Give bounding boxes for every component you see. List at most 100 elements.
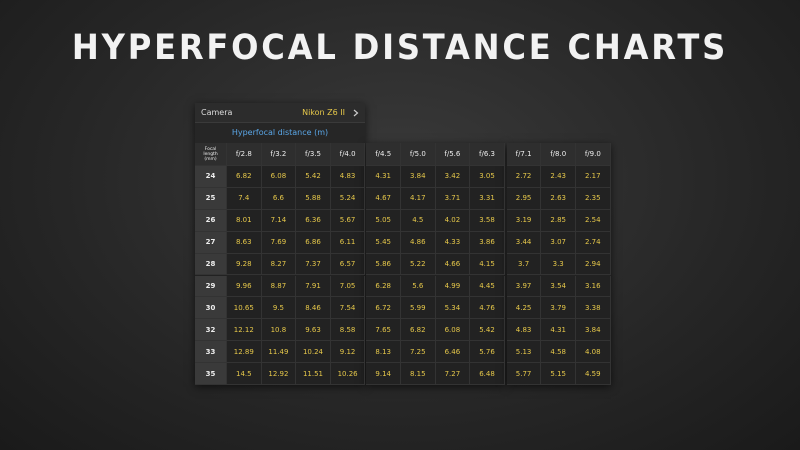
column-header: f/7.1 <box>506 143 542 166</box>
distance-cell: 4.83 <box>330 166 366 188</box>
focal-length: 30 <box>195 297 227 320</box>
camera-row[interactable]: Camera Nikon Z6 II <box>195 103 365 123</box>
distance-cell: 2.17 <box>576 166 611 188</box>
distance-cell: 4.58 <box>541 341 576 364</box>
distance-cell: 3.05 <box>470 166 505 188</box>
distance-cell: 7.14 <box>261 209 297 232</box>
distance-cell: 7.37 <box>296 253 331 276</box>
distance-cell: 5.86 <box>366 253 401 276</box>
distance-cell: 2.95 <box>506 187 542 210</box>
distance-cell: 3.71 <box>435 187 471 210</box>
distance-cell: 6.11 <box>330 231 366 254</box>
distance-cell: 8.27 <box>261 253 297 276</box>
distance-cell: 4.83 <box>506 319 542 342</box>
distance-cell: 3.42 <box>435 166 471 188</box>
distance-cell: 2.74 <box>576 231 611 254</box>
focal-length: 25 <box>195 187 227 210</box>
distance-cell: 4.59 <box>576 363 611 385</box>
column-header: f/6.3 <box>470 143 505 166</box>
focal-length: 24 <box>195 166 227 188</box>
distance-cell: 3.38 <box>576 297 611 320</box>
distance-cell: 7.54 <box>330 297 366 320</box>
distance-cell: 4.86 <box>401 231 436 254</box>
row-header: Focal length (mm) <box>195 143 227 166</box>
distance-cell: 12.12 <box>227 319 262 342</box>
distance-cell: 2.54 <box>576 209 611 232</box>
distance-cell: 5.88 <box>296 187 331 210</box>
distance-cell: 11.51 <box>296 363 331 385</box>
focal-length: 35 <box>195 363 227 385</box>
distance-cell: 9.14 <box>366 363 401 385</box>
distance-cell: 3.07 <box>541 231 576 254</box>
distance-cell: 5.15 <box>541 363 576 385</box>
chevron-icon <box>353 109 359 117</box>
distance-cell: 5.34 <box>435 297 471 320</box>
distance-cell: 6.46 <box>435 341 471 364</box>
distance-cell: 8.15 <box>401 363 436 385</box>
focal-length: 27 <box>195 231 227 254</box>
distance-cell: 5.42 <box>296 166 331 188</box>
distance-cell: 6.6 <box>261 187 297 210</box>
distance-cell: 9.63 <box>296 319 331 342</box>
distance-cell: 8.46 <box>296 297 331 320</box>
distance-cell: 3.16 <box>576 275 611 298</box>
focal-length: 32 <box>195 319 227 342</box>
distance-cell: 5.67 <box>330 209 366 232</box>
subtitle: Hyperfocal distance (m) <box>195 123 365 143</box>
distance-cell: 4.08 <box>576 341 611 364</box>
distance-cell: 4.76 <box>470 297 505 320</box>
column-header: f/5.0 <box>401 143 436 166</box>
distance-cell: 12.92 <box>261 363 297 385</box>
distance-cell: 8.01 <box>227 209 262 232</box>
distance-cell: 11.49 <box>261 341 297 364</box>
distance-cell: 7.05 <box>330 275 366 298</box>
distance-cell: 4.66 <box>435 253 471 276</box>
distance-cell: 6.48 <box>470 363 505 385</box>
column-header: f/4.5 <box>366 143 401 166</box>
distance-cell: 3.19 <box>506 209 542 232</box>
distance-cell: 7.91 <box>296 275 331 298</box>
column-header: f/2.8 <box>227 143 262 166</box>
distance-cell: 6.57 <box>330 253 366 276</box>
distance-cell: 8.58 <box>330 319 366 342</box>
distance-cell: 14.5 <box>227 363 262 385</box>
distance-cell: 10.26 <box>330 363 366 385</box>
distance-cell: 5.6 <box>401 275 436 298</box>
distance-cell: 12.89 <box>227 341 262 364</box>
distance-cell: 5.24 <box>330 187 366 210</box>
distance-cell: 2.85 <box>541 209 576 232</box>
distance-cell: 8.13 <box>366 341 401 364</box>
distance-cell: 4.31 <box>366 166 401 188</box>
column-header: f/3.2 <box>261 143 297 166</box>
distance-cell: 9.12 <box>330 341 366 364</box>
distance-cell: 4.5 <box>401 209 436 232</box>
distance-cell: 3.86 <box>470 231 505 254</box>
distance-cell: 2.43 <box>541 166 576 188</box>
distance-cell: 3.58 <box>470 209 505 232</box>
focal-length: 28 <box>195 253 227 276</box>
distance-cell: 3.54 <box>541 275 576 298</box>
distance-cell: 6.08 <box>435 319 471 342</box>
distance-cell: 3.97 <box>506 275 542 298</box>
title: HYPERFOCAL DISTANCE CHARTS <box>71 28 729 68</box>
distance-cell: 3.44 <box>506 231 542 254</box>
distance-cell: 3.84 <box>576 319 611 342</box>
distance-cell: 5.22 <box>401 253 436 276</box>
distance-cell: 7.65 <box>366 319 401 342</box>
distance-cell: 4.17 <box>401 187 436 210</box>
column-header: f/4.0 <box>330 143 366 166</box>
distance-cell: 4.31 <box>541 319 576 342</box>
column-header: f/5.6 <box>435 143 471 166</box>
distance-cell: 5.99 <box>401 297 436 320</box>
distance-cell: 10.24 <box>296 341 331 364</box>
focal-length: 26 <box>195 209 227 232</box>
distance-cell: 8.87 <box>261 275 297 298</box>
distance-cell: 5.13 <box>506 341 542 364</box>
distance-cell: 5.76 <box>470 341 505 364</box>
camera-value: Nikon Z6 II <box>302 108 345 117</box>
distance-cell: 10.8 <box>261 319 297 342</box>
distance-cell: 7.4 <box>227 187 262 210</box>
distance-cell: 4.15 <box>470 253 505 276</box>
column-header: f/3.5 <box>296 143 331 166</box>
